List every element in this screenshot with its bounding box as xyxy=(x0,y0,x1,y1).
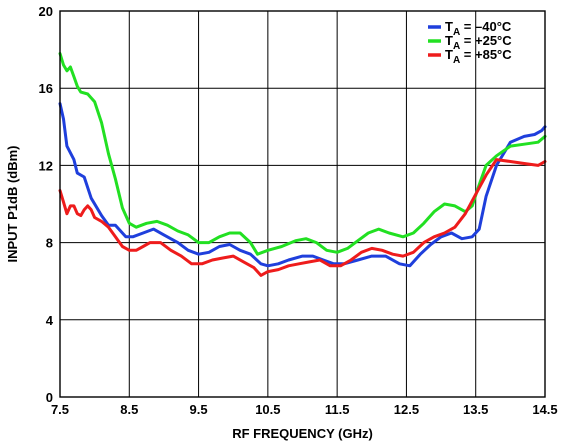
x-tick-label: 14.5 xyxy=(532,402,557,417)
x-tick-labels: 7.5 8.5 9.5 10.5 11.5 12.5 13.5 14.5 xyxy=(51,402,558,417)
legend-label: TA = –40°C xyxy=(445,19,512,38)
y-tick-label: 0 xyxy=(46,390,53,405)
x-tick-label: 9.5 xyxy=(190,402,208,417)
x-tick-label: 13.5 xyxy=(463,402,488,417)
x-tick-label: 12.5 xyxy=(394,402,419,417)
x-axis-title: RF FREQUENCY (GHz) xyxy=(232,426,373,441)
legend-label: TA = +25°C xyxy=(445,33,512,52)
grid xyxy=(60,11,545,397)
y-tick-label: 16 xyxy=(39,81,53,96)
series-line-2 xyxy=(58,52,547,256)
y-tick-labels: 0 4 8 12 16 20 xyxy=(39,4,54,405)
x-tick-label: 7.5 xyxy=(51,402,69,417)
series-line-1 xyxy=(58,102,547,268)
x-tick-label: 10.5 xyxy=(255,402,280,417)
y-tick-label: 20 xyxy=(39,4,53,19)
x-tick-label: 8.5 xyxy=(120,402,138,417)
legend: TA = –40°CTA = +25°CTA = +85°C xyxy=(428,19,512,66)
series-lines xyxy=(58,52,547,277)
y-tick-label: 4 xyxy=(46,313,54,328)
y-tick-label: 8 xyxy=(46,236,53,251)
x-tick-label: 11.5 xyxy=(325,402,350,417)
y-tick-label: 12 xyxy=(39,158,53,173)
legend-label: TA = +85°C xyxy=(445,47,512,66)
y-axis-title: INPUT P1dB (dBm) xyxy=(5,146,20,263)
series-line-3 xyxy=(58,158,547,277)
plot-frame xyxy=(59,10,546,398)
